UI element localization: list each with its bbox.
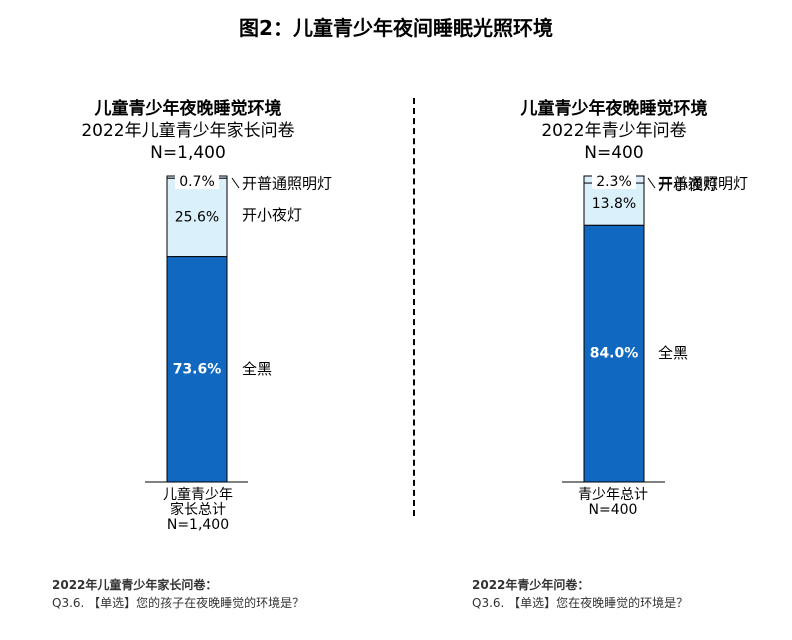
- right-category-n: N=400: [588, 502, 638, 518]
- right-footnote-question: Q3.6. 【单选】您在夜晚睡觉的环境是？: [472, 596, 689, 610]
- left-panel-header: 儿童青少年夜晚睡觉环境 2022年儿童青少年家长问卷 N=1,400: [8, 98, 368, 164]
- left-bar-segment-1: [166, 177, 228, 258]
- left-data-label-1: 25.6%: [175, 209, 219, 225]
- right-panel-header: 儿童青少年夜晚睡觉环境 2022年青少年问卷 N=400: [434, 98, 792, 164]
- left-footnote: 2022年儿童青少年家长问卷： Q3.6. 【单选】您的孩子在夜晚睡觉的环境是？: [52, 576, 304, 612]
- right-subheading: 2022年青少年问卷: [541, 121, 687, 141]
- right-footnote: 2022年青少年问卷： Q3.6. 【单选】您在夜晚睡觉的环境是？: [472, 576, 688, 612]
- right-data-label-1: 13.8%: [592, 196, 636, 212]
- right-legend-label-0: 全黑: [658, 344, 688, 362]
- left-footnote-title: 2022年儿童青少年家长问卷：: [52, 578, 218, 592]
- left-data-label-0: 73.6%: [173, 361, 222, 377]
- right-heading: 儿童青少年夜晚睡觉环境: [520, 99, 708, 119]
- right-footnote-title: 2022年青少年问卷：: [472, 578, 590, 592]
- right-data-label-0: 84.0%: [590, 346, 639, 362]
- right-data-label-2: 2.3%: [596, 174, 632, 190]
- left-data-label-2: 0.7%: [179, 174, 215, 190]
- left-legend-label-0: 全黑: [242, 360, 272, 378]
- left-category-n: N=1,400: [166, 517, 230, 533]
- right-legend-label-2: 开普通照明灯: [658, 175, 748, 193]
- left-legend-label-1: 开小夜灯: [242, 206, 302, 224]
- left-data-label-bg-2: [175, 175, 219, 189]
- left-heading: 儿童青少年夜晚睡觉环境: [94, 99, 282, 119]
- right-legend-label-1: 开小夜灯: [658, 176, 718, 194]
- left-category-line1: 儿童青少年: [163, 487, 233, 503]
- left-subheading: 2022年儿童青少年家长问卷: [81, 121, 295, 141]
- left-legend-label-2: 开普通照明灯: [242, 175, 332, 193]
- right-data-label-bg-2: [592, 175, 636, 189]
- panel-divider: [413, 98, 415, 516]
- left-category-line2: 家长总计: [170, 502, 226, 518]
- right-sample-size: N=400: [584, 143, 644, 163]
- left-leader-line-2: [231, 177, 240, 189]
- right-leader-line-2: [647, 177, 656, 189]
- right-category-label: 青少年总计 N=400: [543, 488, 683, 518]
- right-bar-segment-1: [583, 182, 645, 226]
- left-category-label: 儿童青少年 家长总计 N=1,400: [128, 488, 268, 533]
- right-category-line1: 青少年总计: [578, 487, 648, 503]
- chart-title: 图2：儿童青少年夜间睡眠光照环境: [239, 16, 553, 40]
- left-sample-size: N=1,400: [150, 143, 226, 163]
- left-footnote-question: Q3.6. 【单选】您的孩子在夜晚睡觉的环境是？: [52, 596, 305, 610]
